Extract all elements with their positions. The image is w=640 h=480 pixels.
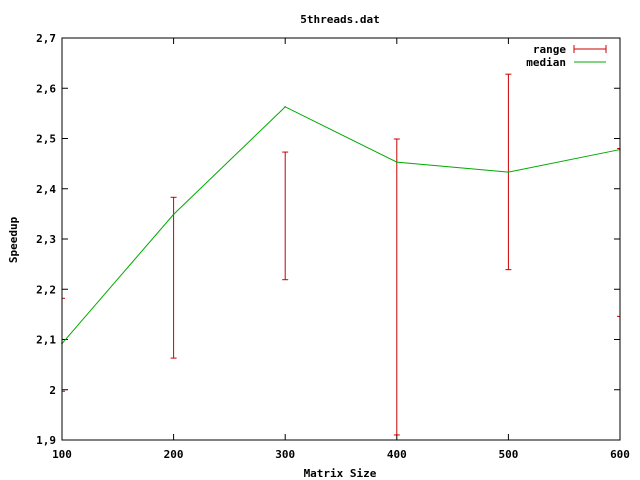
y-tick-label: 2,6 <box>36 82 56 95</box>
x-tick-label: 500 <box>498 448 518 461</box>
y-tick-label: 2 <box>49 384 56 397</box>
median-point <box>507 171 510 173</box>
x-tick-label: 100 <box>52 448 72 461</box>
x-tick-label: 300 <box>275 448 295 461</box>
x-tick-label: 400 <box>387 448 407 461</box>
median-point <box>172 213 175 216</box>
chart-title: 5threads.dat <box>300 13 379 26</box>
x-tick-label: 200 <box>164 448 184 461</box>
y-tick-label: 2,7 <box>36 32 56 45</box>
x-axis-label: Matrix Size <box>304 467 377 480</box>
y-axis-label: Speedup <box>7 216 20 263</box>
y-tick-label: 1,9 <box>36 434 56 447</box>
median-point <box>284 106 287 108</box>
y-tick-label: 2,4 <box>36 183 56 196</box>
x-tick-labels: 100 200 300 400 500 600 <box>52 448 630 461</box>
x-tick-label: 600 <box>610 448 630 461</box>
legend: range median <box>526 43 607 69</box>
y-tick-labels: 1,9 2 2,1 2,2 2,3 2,4 2,5 2,6 2,7 <box>36 32 56 447</box>
plot-frame <box>61 37 621 441</box>
legend-label-range: range <box>533 43 566 56</box>
y-tick-label: 2,2 <box>36 283 56 296</box>
axis-ticks <box>61 37 621 441</box>
legend-label-median: median <box>526 56 566 69</box>
median-point <box>396 161 398 163</box>
y-tick-label: 2,5 <box>36 133 56 146</box>
median-line <box>61 106 621 344</box>
y-tick-label: 2,1 <box>36 334 56 347</box>
series-layer <box>61 73 621 436</box>
y-tick-label: 2,3 <box>36 233 56 246</box>
